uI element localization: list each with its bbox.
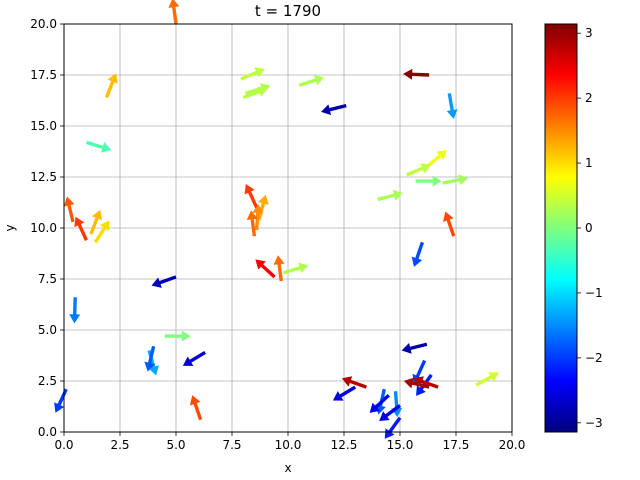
arrows [54, 0, 499, 439]
quiver-arrow [104, 73, 118, 99]
quiver-arrow [425, 150, 447, 169]
quiver-arrow [144, 345, 156, 372]
quiver-arrow [93, 220, 110, 244]
quiver-arrow [74, 216, 88, 241]
x-tick-label: 7.5 [222, 438, 241, 452]
y-axis-label: y [3, 224, 17, 231]
y-tick-label: 12.5 [30, 170, 57, 184]
x-tick-label: 12.5 [331, 438, 358, 452]
x-axis-ticks: 0.0 2.5 5.0 7.5 10.0 12.5 15.0 17.5 20.0 [54, 432, 525, 452]
quiver-arrow [332, 385, 357, 401]
quiver-arrow [320, 103, 347, 116]
quiver-arrow [283, 262, 309, 275]
quiver-arrow [475, 372, 499, 387]
quiver-arrow [379, 404, 402, 422]
colorbar [544, 23, 578, 433]
x-tick-label: 17.5 [443, 438, 470, 452]
quiver-arrow [403, 377, 430, 389]
quiver-arrow [63, 196, 75, 223]
quiver-arrow [377, 189, 403, 202]
quiver-arrow [85, 140, 112, 153]
quiver-arrow [189, 395, 203, 421]
quiver-arrow [298, 74, 325, 87]
quiver-arrow [403, 68, 430, 80]
quiver-arrow [182, 350, 206, 366]
quiver-arrow [252, 204, 264, 231]
y-tick-label: 10.0 [30, 221, 57, 235]
grid [63, 23, 513, 433]
quiver-arrow [54, 388, 68, 413]
quiver-arrow [341, 376, 367, 389]
quiver-arrow [273, 255, 285, 282]
quiver-arrow [384, 416, 402, 439]
colorbar-ticks: 3 2 1 0 −1 −2 −3 [577, 26, 603, 430]
quiver-arrow [246, 210, 258, 237]
quiver-arrow [446, 93, 458, 119]
colorbar-tick-label: 2 [585, 91, 593, 105]
x-axis-label: x [284, 461, 291, 475]
x-tick-label: 20.0 [499, 438, 526, 452]
y-tick-label: 5.0 [38, 323, 57, 337]
quiver-arrow [244, 183, 259, 209]
chart-title: t = 1790 [255, 2, 321, 20]
x-tick-label: 5.0 [166, 438, 185, 452]
x-tick-label: 15.0 [387, 438, 414, 452]
quiver-arrow [413, 376, 439, 389]
quiver-arrow [411, 241, 425, 267]
colorbar-tick-label: −1 [585, 286, 603, 300]
quiver-arrow [255, 259, 276, 279]
y-tick-label: 20.0 [30, 17, 57, 31]
y-tick-label: 15.0 [30, 119, 57, 133]
quiver-arrow [442, 174, 469, 186]
quiver-arrow [151, 275, 177, 288]
quiver-arrow [401, 342, 428, 354]
quiver-arrow [369, 394, 390, 413]
quiver-arrow [443, 211, 456, 237]
colorbar-tick-label: 1 [585, 156, 593, 170]
y-tick-label: 2.5 [38, 374, 57, 388]
y-axis-ticks: 0.0 2.5 5.0 7.5 10.0 12.5 15.0 17.5 20.0 [30, 17, 64, 439]
colorbar-tick-label: 3 [585, 26, 593, 40]
x-tick-label: 10.0 [275, 438, 302, 452]
colorbar-tick-label: 0 [585, 221, 593, 235]
y-tick-label: 7.5 [38, 272, 57, 286]
y-tick-label: 0.0 [38, 425, 57, 439]
y-tick-label: 17.5 [30, 68, 57, 82]
x-tick-label: 2.5 [110, 438, 129, 452]
quiver-arrow [240, 67, 265, 81]
quiver-arrow [257, 194, 269, 221]
quiver-arrow [168, 0, 180, 25]
quiver-arrow [415, 175, 442, 187]
quiver-arrow [242, 86, 268, 100]
quiver-arrow [164, 330, 191, 342]
quiver-arrow [69, 297, 81, 324]
colorbar-tick-label: −2 [585, 351, 603, 365]
quiver-arrow [406, 163, 431, 177]
x-tick-label: 0.0 [54, 438, 73, 452]
colorbar-tick-label: −3 [585, 416, 603, 430]
quiver-arrow [89, 209, 103, 235]
